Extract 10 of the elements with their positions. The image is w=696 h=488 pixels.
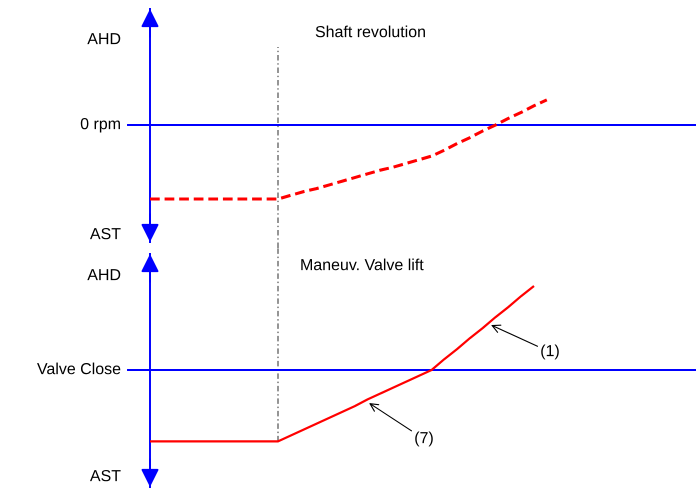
chart-title: Maneuv. Valve lift	[301, 258, 424, 270]
chart-title: Shaft revolution	[316, 26, 425, 38]
text: AHD	[87, 269, 120, 280]
annotation: (7)	[415, 432, 433, 446]
ref-line-label: 0 rpm	[80, 118, 120, 132]
text: AHD	[87, 33, 120, 44]
annotation: (1)	[541, 344, 559, 360]
text: AST	[90, 470, 121, 482]
text: AST	[90, 228, 121, 240]
ref-line-label: Valve Close	[37, 362, 120, 374]
